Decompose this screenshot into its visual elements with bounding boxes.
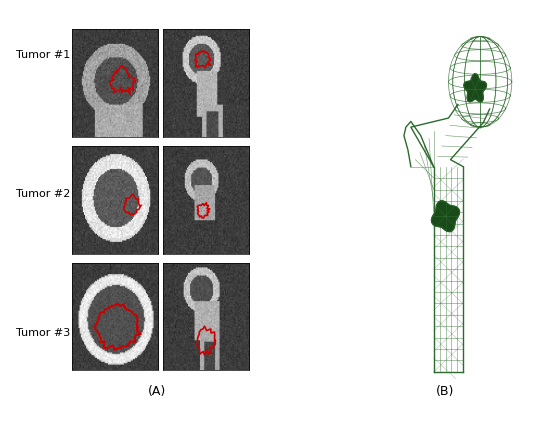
Text: (B): (B) (436, 385, 455, 398)
Text: (A): (A) (147, 385, 166, 398)
Text: Tumor #2: Tumor #2 (16, 189, 71, 199)
Polygon shape (431, 201, 459, 232)
Text: Tumor #3: Tumor #3 (16, 328, 71, 338)
Text: Tumor #1: Tumor #1 (16, 50, 71, 60)
Polygon shape (464, 74, 486, 102)
